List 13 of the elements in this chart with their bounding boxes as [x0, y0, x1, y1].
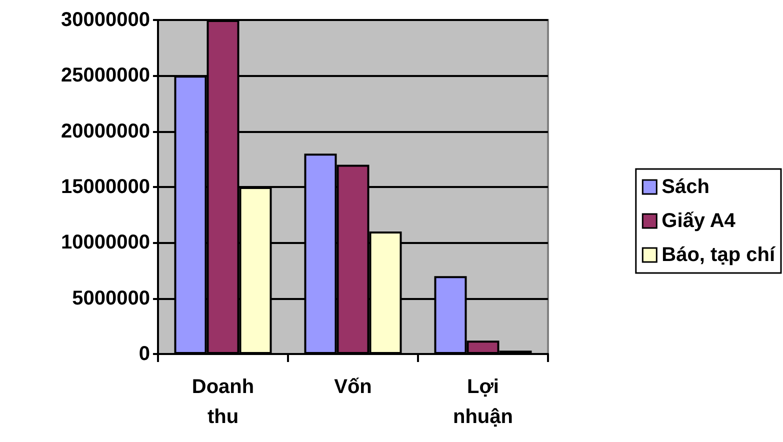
x-tick-label: Vốn: [334, 376, 372, 398]
x-tick-label: Lợi nhuận: [453, 376, 513, 428]
legend-label: Báo, tạp chí: [662, 244, 776, 266]
y-tick-label: 20000000: [61, 120, 150, 142]
y-tick-label: 15000000: [61, 176, 150, 198]
y-tick-label: 0: [138, 343, 150, 365]
y-tick-label: 25000000: [61, 64, 150, 87]
legend-label: Giấy A4: [662, 210, 736, 232]
y-tick-label: 30000000: [61, 9, 150, 31]
y-tick-label: 10000000: [61, 232, 150, 254]
legend-label: Sách: [662, 176, 710, 198]
x-tick-label: Doanh thu: [192, 376, 254, 428]
y-tick-label: 5000000: [72, 287, 150, 310]
